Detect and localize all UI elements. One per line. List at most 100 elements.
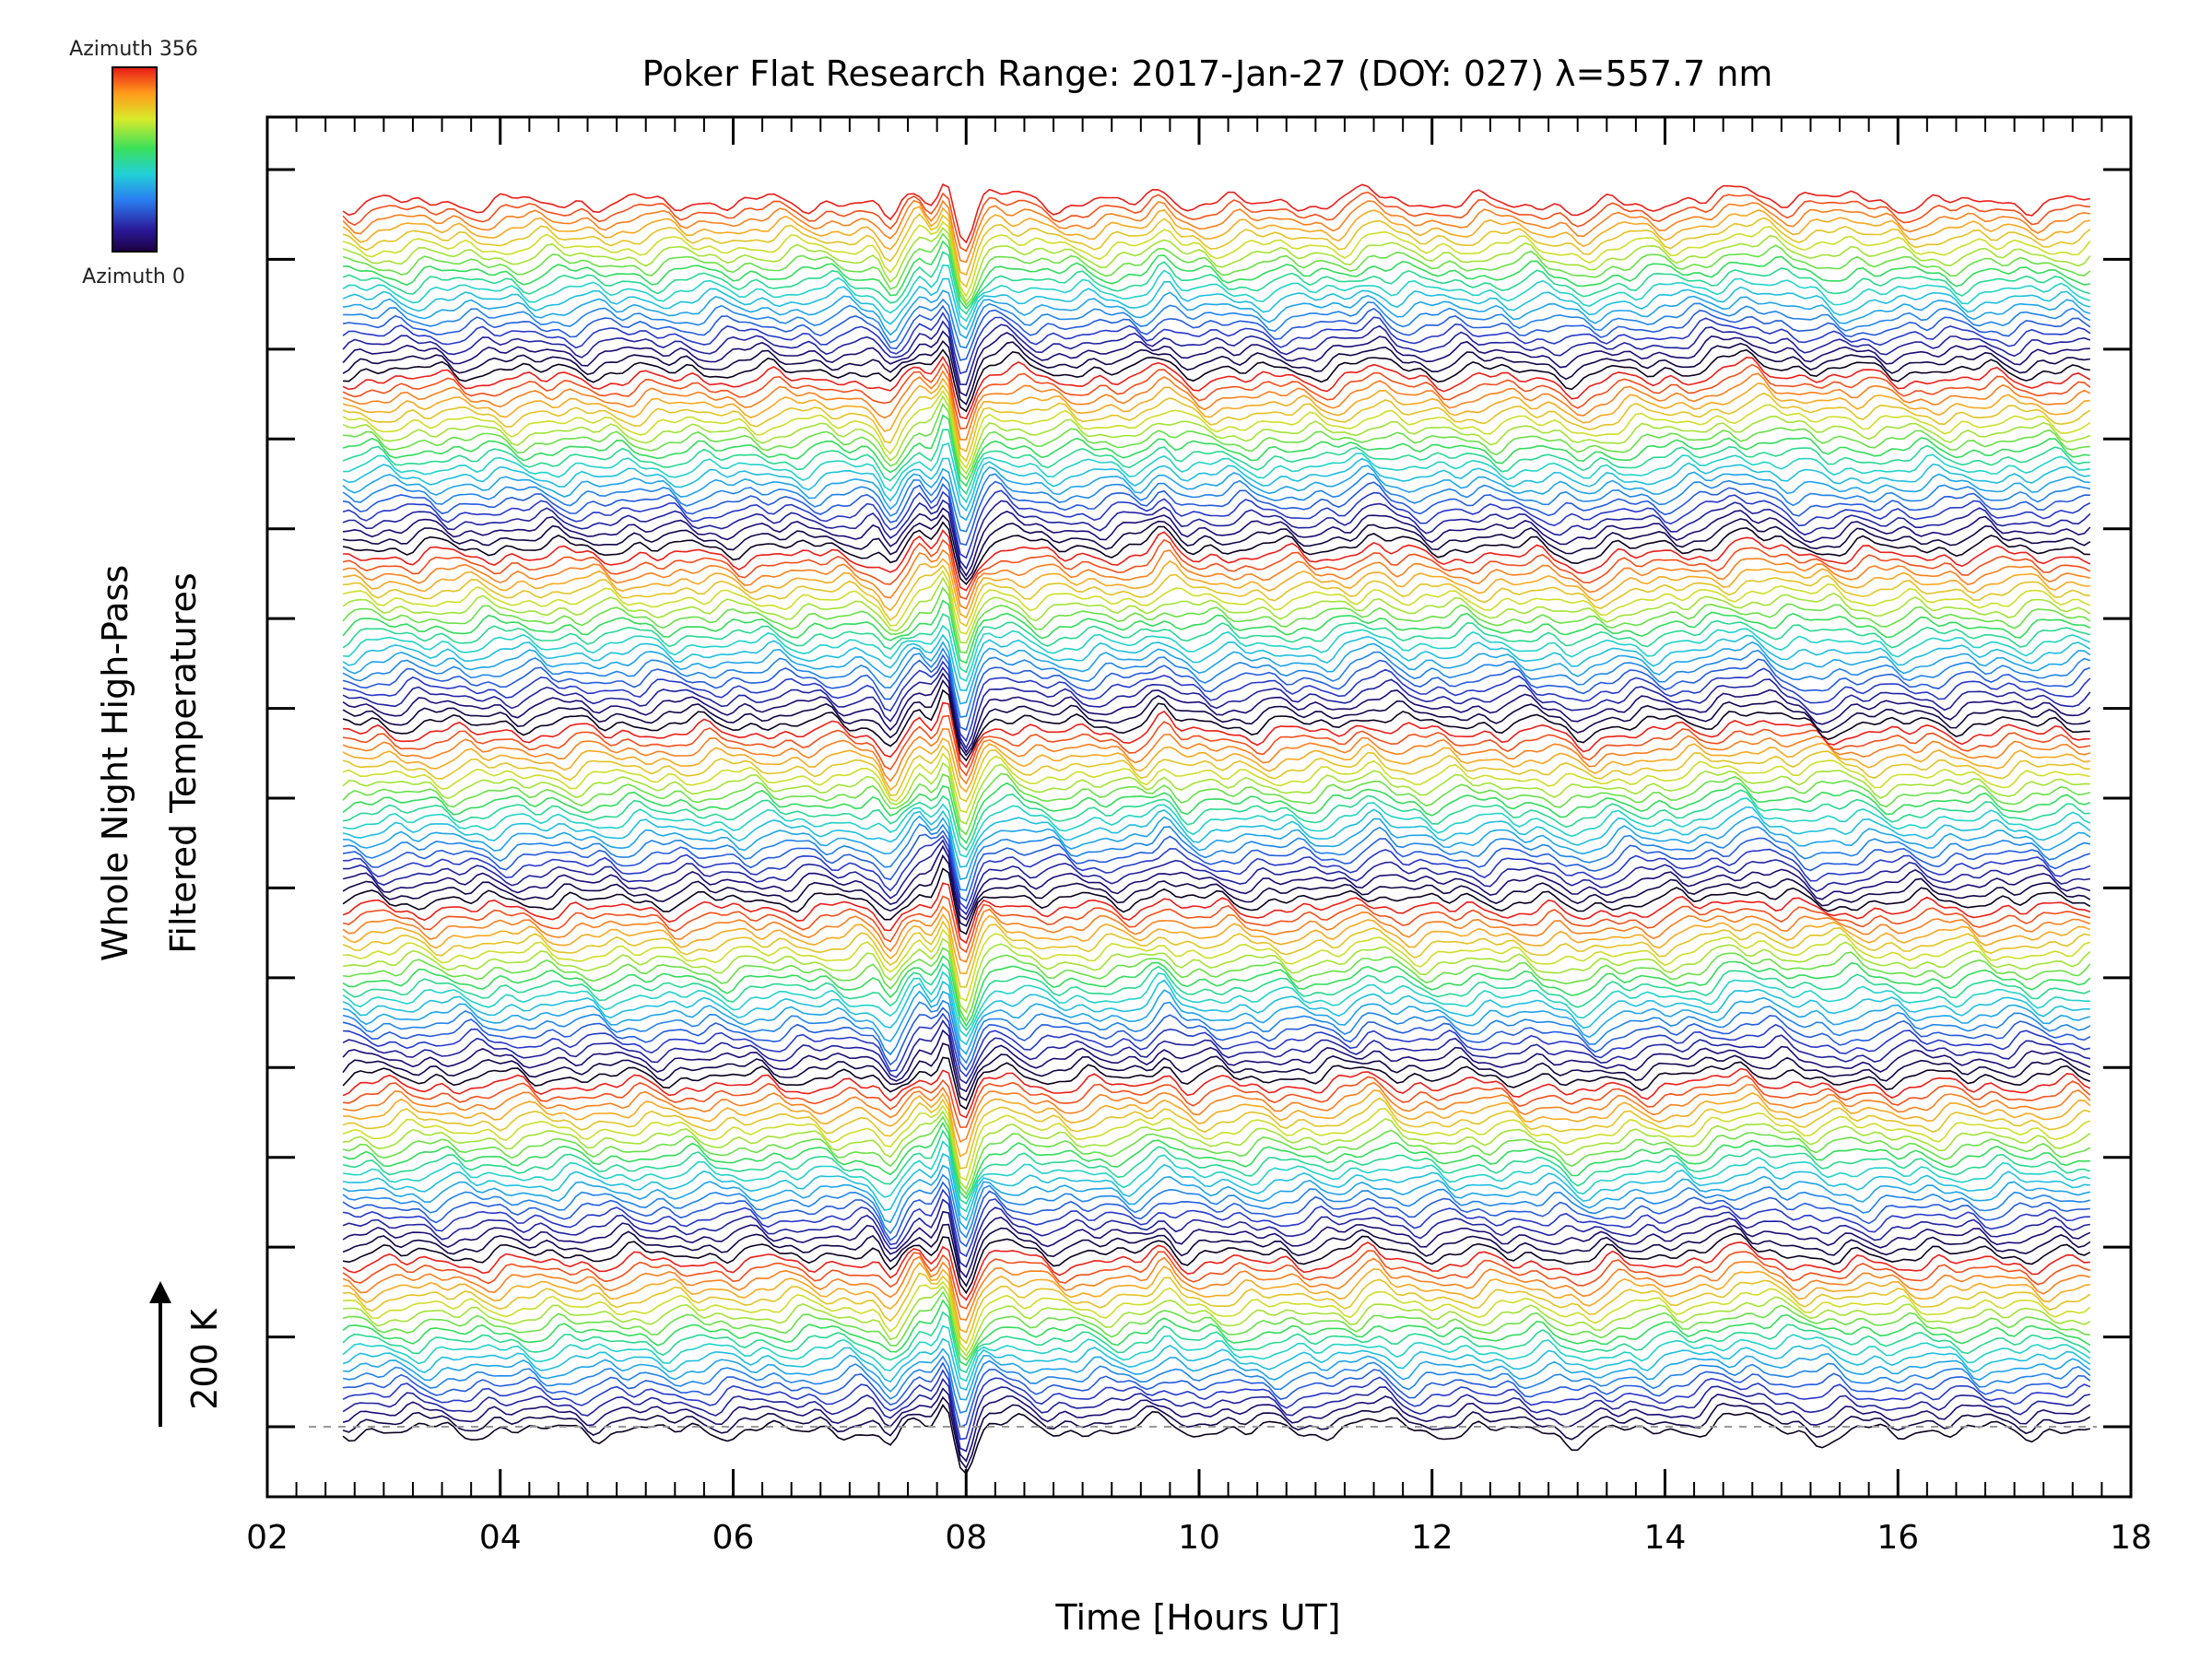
series-line <box>342 232 2091 307</box>
series-line <box>342 213 2091 288</box>
series-line <box>342 414 2090 488</box>
series-line <box>342 182 2090 244</box>
tick-group <box>265 117 2133 1497</box>
series-line <box>342 199 2090 264</box>
series-line <box>342 1250 2091 1310</box>
series-line <box>342 355 2091 420</box>
series-line <box>342 340 2090 406</box>
series-line <box>342 1104 2091 1182</box>
series-line <box>342 558 2090 619</box>
series-line <box>342 1188 2090 1258</box>
series-line <box>343 240 2090 310</box>
series-line <box>342 727 2091 785</box>
series-line <box>342 206 2090 276</box>
series-line <box>342 370 2091 441</box>
series-group <box>342 182 2091 1476</box>
series-line <box>342 971 2090 1038</box>
series-line <box>342 782 2091 844</box>
series-line <box>343 1347 2091 1401</box>
series-line <box>342 633 2091 692</box>
series-line <box>343 348 2090 413</box>
series-line <box>342 641 2091 705</box>
series-line <box>342 989 2091 1055</box>
series-line <box>342 882 2091 945</box>
series-line <box>342 853 2091 927</box>
x-tick-label: 16 <box>1877 1519 1919 1557</box>
scale-label: 200 K <box>184 1308 225 1410</box>
series-line <box>342 653 2091 731</box>
series-line <box>342 830 2091 902</box>
series-line <box>342 806 2091 868</box>
series-line <box>342 613 2091 674</box>
series-line <box>343 928 2091 1002</box>
series-line <box>342 920 2090 988</box>
series-line <box>342 1129 2091 1206</box>
series-line <box>343 839 2090 916</box>
series-line <box>342 1121 2090 1200</box>
scale-arrow <box>149 1281 171 1427</box>
series-line <box>342 220 2091 298</box>
series-line <box>342 912 2091 975</box>
series-line <box>342 429 2090 496</box>
series-line <box>342 666 2091 750</box>
series-line <box>342 377 2090 453</box>
series-line <box>342 576 2091 644</box>
series-line <box>342 480 2090 547</box>
series-line <box>342 1241 2090 1301</box>
series-line <box>342 1311 2091 1374</box>
x-tick-label: 02 <box>246 1519 288 1557</box>
series-line <box>342 1299 2091 1367</box>
series-line <box>342 905 2091 963</box>
series-line <box>342 1198 2090 1268</box>
series-line <box>343 1285 2091 1358</box>
series-line <box>343 529 2091 592</box>
series-line <box>343 701 2090 769</box>
colorbar-gradient <box>112 66 158 253</box>
series-line <box>342 1387 2091 1463</box>
series-line <box>343 1262 2090 1334</box>
series-line <box>342 745 2090 803</box>
x-tick-label: 06 <box>712 1519 755 1557</box>
series-line <box>342 1223 2091 1288</box>
series-line <box>343 1361 2091 1429</box>
y-axis-label-line1: Whole Night High-Pass <box>95 565 135 961</box>
series-line <box>342 1164 2090 1230</box>
series-line <box>342 320 2091 386</box>
series-line <box>342 1006 2091 1072</box>
series-line <box>343 442 2090 504</box>
colorbar: Azimuth 356 Azimuth 0 <box>69 38 198 288</box>
series-line <box>342 1173 2091 1240</box>
x-tick-label: 12 <box>1411 1519 1453 1557</box>
series-line <box>343 834 2091 911</box>
series-line <box>343 1272 2091 1345</box>
series-line <box>342 660 2091 743</box>
series-line <box>343 564 2090 628</box>
series-line <box>342 895 2091 954</box>
series-line <box>342 489 2091 559</box>
series-line <box>342 867 2091 935</box>
x-tick-label: 04 <box>479 1519 522 1557</box>
series-line <box>342 472 2090 533</box>
series-line <box>342 937 2091 1014</box>
series-line <box>343 1110 2091 1191</box>
series-line <box>342 383 2091 463</box>
series-line <box>342 1377 2090 1453</box>
series-line <box>342 947 2091 1022</box>
series-line <box>342 1097 2091 1170</box>
series-line <box>342 823 2090 891</box>
series-line <box>342 678 2091 757</box>
series-line <box>342 599 2091 665</box>
x-axis-label: Time [Hours UT] <box>1054 1597 1340 1638</box>
series-line <box>342 1056 2091 1111</box>
series-line <box>343 1280 2091 1352</box>
series-line <box>342 772 2091 836</box>
series-line <box>343 402 2090 481</box>
series-line <box>342 999 2091 1065</box>
series-line <box>342 513 2091 582</box>
series-line <box>342 1115 2091 1195</box>
series-line <box>342 1355 2091 1414</box>
series-line <box>342 1324 2091 1382</box>
series-line <box>342 457 2090 512</box>
series-line <box>342 570 2091 635</box>
